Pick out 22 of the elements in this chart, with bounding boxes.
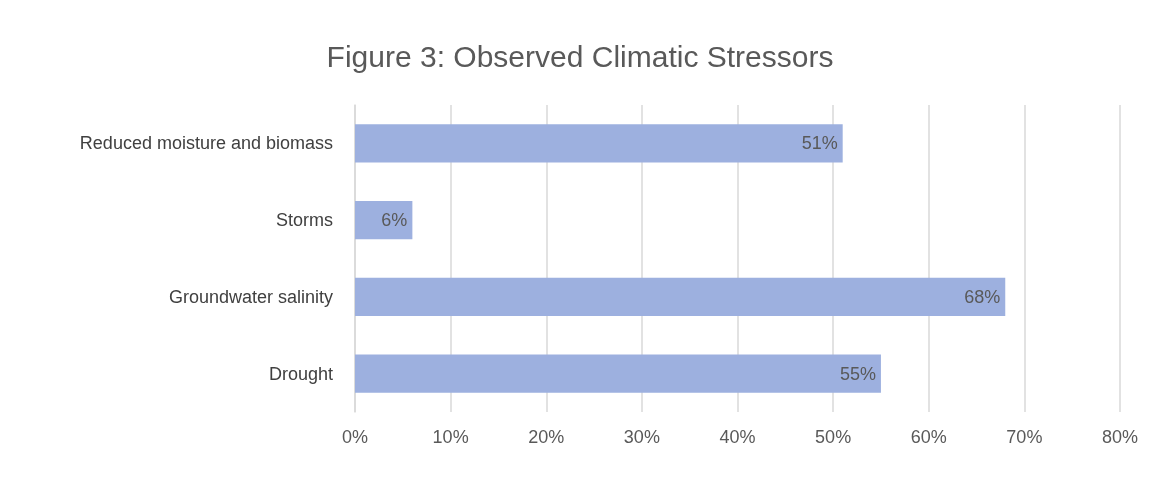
y-tick-label: Groundwater salinity (168, 286, 333, 307)
bar (355, 354, 881, 393)
x-tick-label: 10% (432, 427, 469, 447)
data-label: 6% (381, 210, 408, 231)
y-tick-label: Drought (268, 363, 333, 384)
y-tick-label: Storms (275, 210, 333, 231)
x-tick-label: 50% (815, 427, 852, 447)
bar (355, 124, 843, 163)
bar (355, 277, 1006, 317)
x-tick-label: 20% (528, 427, 565, 447)
x-tick-label: 40% (719, 427, 756, 447)
bar (355, 200, 413, 240)
data-label: 51% (801, 133, 838, 154)
data-label: 68% (964, 286, 1001, 307)
x-tick-label: 0% (341, 427, 369, 447)
x-tick-label: 80% (1101, 427, 1139, 447)
x-tick-label: 30% (623, 427, 660, 447)
x-tick-label: 70% (1006, 427, 1043, 447)
y-tick-label: Reduced moisture and biomass (79, 133, 333, 154)
chart-title: Figure 3: Observed Climatic Stressors (326, 39, 834, 73)
x-tick-label: 60% (910, 427, 947, 447)
data-label: 55% (839, 363, 876, 384)
